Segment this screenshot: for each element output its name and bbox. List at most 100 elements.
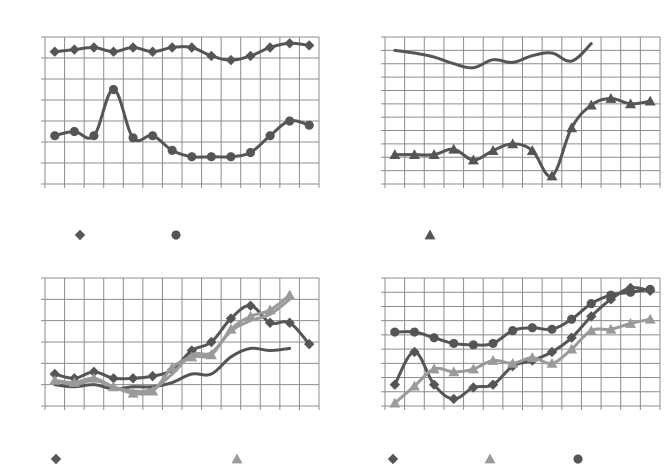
series-3-point bbox=[606, 290, 616, 300]
series-2-point bbox=[507, 357, 519, 368]
series-2-point bbox=[428, 149, 440, 159]
series-3-point bbox=[390, 327, 400, 337]
series-2-point bbox=[304, 120, 314, 130]
series-2-point bbox=[487, 354, 499, 365]
chart-panel-3 bbox=[41, 277, 320, 465]
legend-marker-2 bbox=[171, 230, 181, 240]
series-3-point bbox=[645, 284, 655, 294]
series-1-point bbox=[127, 373, 139, 384]
series-1-point bbox=[304, 40, 315, 51]
series-1-point bbox=[586, 311, 597, 322]
series-2-point bbox=[566, 122, 578, 133]
series-2-point bbox=[526, 145, 538, 155]
series-2-point bbox=[566, 343, 578, 354]
series-2-point bbox=[389, 149, 401, 159]
series-1-point bbox=[206, 336, 217, 348]
series-1-point bbox=[49, 368, 60, 380]
legend-marker-2 bbox=[484, 453, 496, 464]
series-2-point bbox=[167, 145, 177, 155]
series-3-point bbox=[625, 287, 636, 297]
series-2-point bbox=[245, 147, 256, 158]
series-1-point bbox=[49, 46, 60, 57]
series-2-point bbox=[487, 145, 499, 155]
series-1-point bbox=[304, 338, 315, 350]
series-1-point bbox=[389, 379, 401, 390]
series-1-point bbox=[186, 42, 197, 53]
series-3-point bbox=[508, 326, 518, 336]
series-2-point bbox=[50, 131, 60, 141]
series-2-point bbox=[108, 84, 119, 95]
series-3-point bbox=[567, 314, 577, 324]
series-1-point bbox=[264, 42, 276, 53]
series-1-point bbox=[409, 346, 420, 358]
series-1-point bbox=[264, 317, 276, 328]
series-2-point bbox=[389, 397, 401, 408]
series-2-point bbox=[546, 357, 558, 368]
chart-panel-4 bbox=[381, 277, 661, 465]
series-1-point bbox=[566, 332, 577, 343]
series-1-point bbox=[428, 379, 440, 390]
series-2-point bbox=[644, 313, 656, 324]
series-2-point bbox=[69, 126, 79, 137]
series-3-point bbox=[429, 333, 439, 343]
series-2-point bbox=[605, 92, 617, 103]
series-3-point bbox=[449, 338, 459, 349]
series-1-point bbox=[468, 382, 479, 393]
legend-marker-3 bbox=[573, 454, 583, 464]
legend-marker-1 bbox=[74, 229, 86, 241]
series-2-point bbox=[625, 318, 637, 328]
series-1-point bbox=[108, 46, 119, 57]
series-2-point bbox=[448, 143, 460, 154]
series-1-point bbox=[245, 50, 256, 62]
series-1-point bbox=[225, 313, 237, 324]
series-3-point bbox=[468, 340, 478, 350]
series-2-point bbox=[128, 133, 138, 143]
series-2-point bbox=[206, 152, 216, 162]
series-3-point bbox=[547, 324, 557, 334]
series-1-point bbox=[167, 42, 178, 53]
series-1-point bbox=[546, 346, 558, 358]
series-1-line bbox=[393, 42, 593, 70]
series-1-point bbox=[147, 46, 158, 57]
series-2-point bbox=[265, 131, 275, 141]
series-2-point bbox=[89, 131, 99, 141]
series-3-point bbox=[409, 327, 420, 337]
series-4-line bbox=[53, 297, 292, 393]
series-1-point bbox=[487, 379, 499, 390]
series-2-point bbox=[605, 323, 617, 334]
series-2-point bbox=[625, 98, 637, 109]
series-2-point bbox=[148, 131, 158, 141]
series-1-point bbox=[127, 42, 139, 53]
series-1-point bbox=[284, 317, 295, 328]
legend-marker-1 bbox=[50, 453, 62, 465]
legend-marker-2 bbox=[424, 229, 436, 240]
legend-marker-1 bbox=[387, 453, 399, 465]
series-2-point bbox=[408, 380, 420, 391]
series-2-point bbox=[467, 363, 479, 374]
series-2-point bbox=[428, 363, 440, 374]
series-2-point bbox=[408, 149, 420, 159]
series-2-line bbox=[53, 346, 292, 391]
series-1-point bbox=[147, 370, 158, 382]
series-1-point bbox=[225, 54, 237, 66]
series-3-point bbox=[527, 323, 537, 333]
series-2-point bbox=[285, 116, 295, 126]
series-2-point bbox=[644, 95, 656, 106]
series-2-point bbox=[467, 154, 479, 165]
chart-panel-1 bbox=[41, 36, 320, 241]
series-3-point bbox=[488, 338, 498, 349]
series-2-point bbox=[226, 152, 236, 162]
series-1-point bbox=[245, 300, 256, 311]
series-1-point bbox=[88, 366, 100, 378]
series-3-point bbox=[586, 299, 596, 309]
series-3-point bbox=[284, 289, 296, 300]
series-2-point bbox=[507, 138, 519, 149]
series-1-point bbox=[206, 50, 217, 62]
series-1-point bbox=[284, 38, 295, 49]
series-1-point bbox=[69, 44, 80, 55]
series-2-point bbox=[585, 325, 597, 336]
series-1-point bbox=[88, 42, 100, 53]
series-2-point bbox=[187, 152, 197, 162]
series-2-point bbox=[585, 99, 597, 110]
